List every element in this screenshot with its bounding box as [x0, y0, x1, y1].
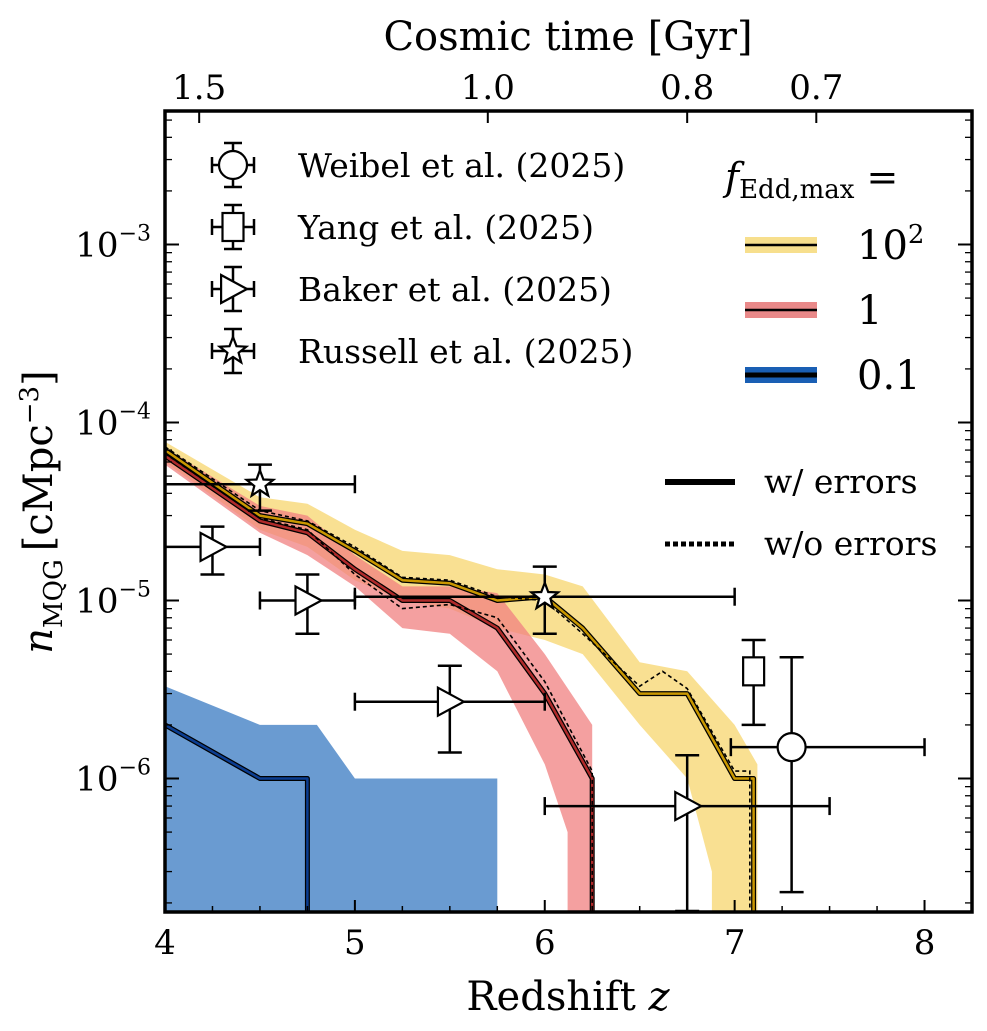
legends: Weibel et al. (2025) Yang et al. (2025) Ba…	[210, 141, 937, 563]
obs-point-0	[729, 655, 926, 894]
y-axis-title-units-close: ]	[16, 370, 62, 386]
x-tick-label-2: 6	[534, 923, 556, 963]
obs-marker-2-shape	[199, 531, 229, 563]
obs-point-7	[353, 565, 736, 636]
median-noerr-0	[165, 446, 751, 912]
median-line-2	[165, 723, 309, 912]
obs-marker-4-shape	[436, 685, 467, 718]
legend-fedd-title: fEdd,max =	[722, 155, 898, 205]
y-axis-title: nMQG [cMpc−3]	[15, 370, 69, 653]
top-tick-label-0: 1.5	[172, 68, 226, 108]
x-tick-label-0: 4	[154, 923, 176, 963]
top-tick-label-2: 0.8	[660, 68, 714, 108]
obs-marker-1	[742, 656, 766, 687]
obs-point-5	[543, 754, 831, 913]
plot-clipped	[165, 441, 758, 912]
x-tick-label-1: 5	[344, 923, 366, 963]
y-axis-title-subscript: MQG	[39, 559, 69, 628]
obs-marker-5-shape	[674, 790, 704, 822]
obs-marker-4	[436, 685, 467, 718]
legend-obs-label-0: Weibel et al. (2025)	[298, 146, 625, 185]
legend-obs-marker-2-shape	[220, 273, 250, 305]
y-tick-label-2: 10−5	[75, 578, 151, 622]
legend-obs-item-0: Weibel et al. (2025)	[210, 141, 625, 189]
legend-obs-label-2: Baker et al. (2025)	[298, 270, 612, 309]
median-noerr-1	[165, 452, 594, 912]
top-tick-label-3: 0.7	[789, 68, 843, 108]
top-tick-label-1: 1.0	[461, 68, 515, 108]
legend-obs-marker-1	[221, 211, 245, 243]
obs-marker-5	[674, 790, 704, 822]
legend-obs-marker-0	[217, 149, 249, 181]
plot-area	[163, 441, 926, 913]
legend-fedd-item-2: 0.1	[745, 353, 921, 399]
legend-obs-label-3: Russell et al. (2025)	[298, 332, 633, 371]
legend-fedd-label-0: 102	[857, 220, 924, 269]
obs-point-2	[163, 525, 262, 576]
obs-marker-6-shape	[243, 467, 277, 499]
obs-marker-0	[776, 732, 807, 763]
legend-obs-item-1: Yang et al. (2025)	[210, 203, 594, 251]
legend-style-label-1: w/o errors	[764, 524, 937, 563]
obs-marker-7-shape	[528, 579, 562, 611]
band-2	[165, 686, 498, 912]
obs-point-3	[258, 573, 357, 636]
x-axis-title: Redshift z	[466, 974, 670, 1020]
x-axis-title-symbol: z	[648, 974, 671, 1020]
y-axis-title-symbol: n	[16, 628, 62, 654]
median-line-1	[165, 454, 594, 912]
obs-marker-2	[199, 531, 229, 563]
y-axis-title-units: [cMpc	[16, 424, 62, 551]
legend-style-item-1: w/o errors	[665, 524, 937, 563]
legend-obs-marker-0-shape	[217, 149, 249, 181]
obs-marker-7	[528, 579, 562, 611]
legend-obs-item-2: Baker et al. (2025)	[210, 265, 612, 313]
plot-frame	[163, 109, 974, 914]
obs-point-4	[353, 664, 547, 754]
legend-obs-item-3: Russell et al. (2025)	[210, 327, 633, 375]
legend-fedd-item-0: 102	[745, 220, 924, 269]
y-axis-title-units-exp: −3	[15, 386, 45, 424]
top-axis-title: Cosmic time [Gyr]	[383, 14, 752, 60]
legend-obs-marker-2	[220, 273, 250, 305]
legend-obs-marker-3	[216, 333, 250, 365]
x-tick-label-4: 8	[914, 923, 936, 963]
obs-marker-3-shape	[294, 584, 324, 617]
legend-fedd-label-1: 1	[857, 288, 882, 334]
legend-obs-marker-1-shape	[221, 211, 245, 243]
y-tick-label-0: 10−3	[75, 222, 151, 266]
obs-marker-3	[294, 584, 324, 617]
axes: 4 5 6 7 8 1.5 1.0 0.8 0.7 10−3 10−4 10−5 10−6	[75, 68, 974, 963]
x-axis-title-text: Redshift	[466, 974, 635, 1020]
legend-style-item-0: w/ errors	[665, 462, 918, 501]
obs-marker-6	[243, 467, 277, 499]
band-1	[165, 447, 593, 912]
obs-point-1	[741, 638, 766, 727]
obs-marker-0-shape	[776, 732, 807, 763]
legend-obs-marker-3-shape	[216, 333, 250, 365]
x-tick-label-3: 7	[724, 923, 746, 963]
y-tick-label-3: 10−6	[75, 756, 151, 800]
y-tick-label-1: 10−4	[75, 400, 151, 444]
legend-style-label-0: w/ errors	[764, 462, 918, 501]
legend-obs-label-1: Yang et al. (2025)	[297, 208, 594, 247]
legend-fedd-label-2: 0.1	[857, 353, 921, 399]
obs-marker-1-shape	[742, 656, 766, 687]
legend-fedd-item-1: 1	[745, 288, 882, 334]
